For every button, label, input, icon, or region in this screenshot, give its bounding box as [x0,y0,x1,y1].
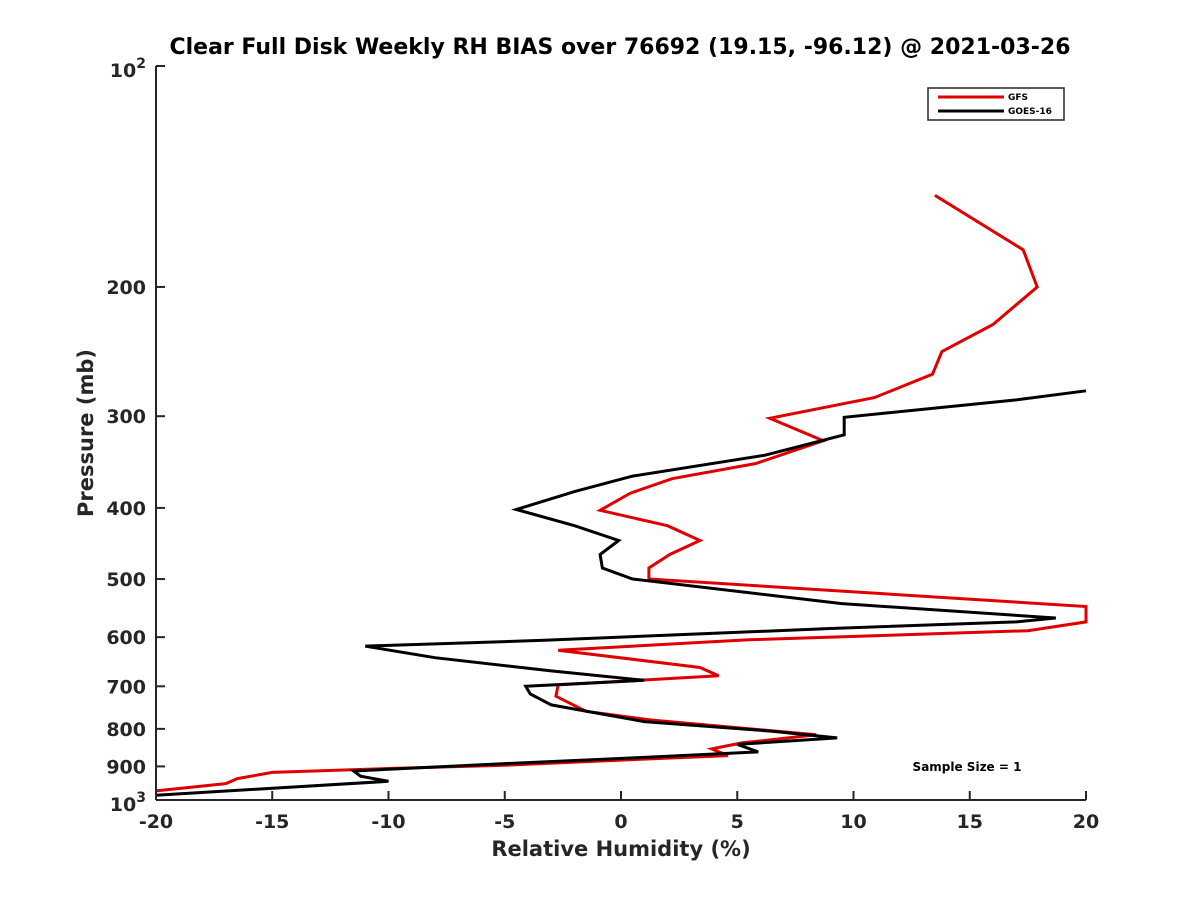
axes: -20 -15 -10 -5 0 5 10 15 20 200 300 400 500 600 700 800… [106,56,1099,833]
x-tick-label: -20 [139,811,173,833]
y-bottom-power-label: 103 [110,790,146,816]
y-top-power-label: 102 [110,56,146,82]
sample-size-annotation: Sample Size = 1 [913,760,1022,774]
x-tick-label: -10 [371,811,405,833]
x-axis-label: Relative Humidity (%) [491,837,750,861]
x-tick-label: -15 [255,811,289,833]
legend: GFS GOES-16 [927,87,1065,121]
x-tick-label: -5 [494,811,515,833]
y-tick-label: 900 [106,756,146,778]
legend-box [927,87,1065,121]
x-tick-label: 0 [614,811,627,833]
x-tick-label: 10 [840,811,866,833]
chart-title: Clear Full Disk Weekly RH BIAS over 7669… [169,35,1070,60]
y-tick-label: 400 [106,498,146,520]
plot-area [155,194,1088,797]
y-tick-label: 500 [106,569,146,591]
x-tick-label: 15 [957,811,983,833]
y-tick-label: 600 [106,627,146,649]
x-tick-label: 5 [731,811,744,833]
legend-entry: GFS [1008,93,1028,103]
y-tick-label: 300 [106,406,146,428]
series-line-goes-16 [155,389,1087,797]
y-tick-label: 700 [106,676,146,698]
y-tick-label: 800 [106,719,146,741]
y-axis-label: Pressure (mb) [74,349,98,517]
legend-entry: GOES-16 [1008,107,1052,117]
series-line-gfs [155,194,1088,793]
y-tick-label: 200 [106,277,146,299]
x-tick-label: 20 [1073,811,1099,833]
